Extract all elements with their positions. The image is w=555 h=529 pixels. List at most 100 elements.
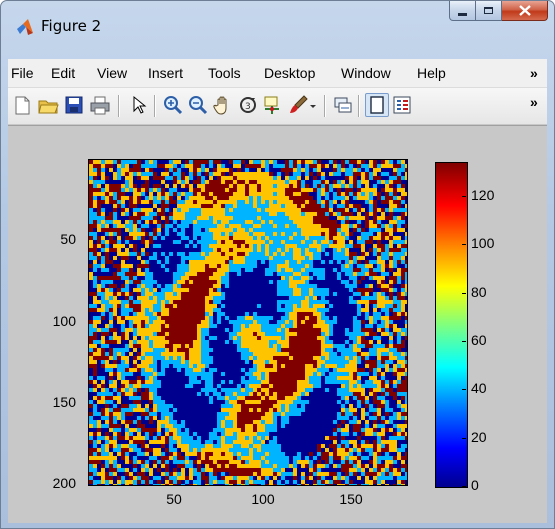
heatmap-cell [365, 344, 369, 348]
heatmap-cell [377, 292, 381, 296]
heatmap-cell [301, 296, 305, 300]
menu-overflow-chevron[interactable]: » [530, 65, 538, 81]
brush-icon[interactable] [287, 94, 309, 116]
heatmap-cell [393, 328, 397, 332]
heatmap-cell [365, 400, 369, 404]
heatmap-cell [97, 212, 101, 216]
heatmap-cell [337, 340, 341, 344]
heatmap-cell [213, 180, 217, 184]
heatmap-cell [249, 268, 253, 272]
heatmap-cell [321, 168, 325, 172]
heatmap-cell [161, 300, 165, 304]
heatmap-cell [345, 180, 349, 184]
rotate-3d-icon[interactable]: 3 [237, 94, 259, 116]
heatmap-cell [193, 244, 197, 248]
menu-view[interactable]: View [97, 65, 128, 81]
heatmap-cell [265, 320, 269, 324]
save-icon[interactable] [63, 94, 85, 116]
heatmap-cell [137, 308, 141, 312]
heatmap-cell [373, 348, 377, 352]
print-icon[interactable] [89, 94, 111, 116]
heatmap-cell [209, 376, 213, 380]
menu-desktop[interactable]: Desktop [264, 65, 316, 81]
heatmap-cell [329, 348, 333, 352]
menu-file[interactable]: File [11, 65, 34, 81]
new-figure-icon[interactable] [11, 94, 33, 116]
open-file-icon[interactable] [37, 94, 59, 116]
toolbar-overflow-chevron[interactable]: » [530, 94, 538, 110]
heatmap-cell [357, 336, 361, 340]
brush-dropdown-icon[interactable] [308, 94, 318, 116]
heatmap-cell [401, 256, 405, 260]
heatmap-cell [245, 264, 249, 268]
heatmap-cell [169, 332, 173, 336]
menu-help[interactable]: Help [417, 65, 446, 81]
heatmap-cell [313, 276, 317, 280]
heatmap-cell [141, 372, 145, 376]
link-plot-icon[interactable] [332, 94, 354, 116]
heatmap-cell [149, 160, 153, 164]
heatmap-cell [325, 264, 329, 268]
heatmap-cell [385, 160, 389, 164]
heatmap-cell [405, 248, 407, 252]
heatmap-cell [361, 268, 365, 272]
pointer-icon[interactable] [127, 94, 149, 116]
hide-plot-tools-icon[interactable] [365, 93, 389, 117]
heatmap-cell [245, 164, 249, 168]
heatmap-cell [165, 204, 169, 208]
heatmap-cell [405, 260, 407, 264]
heatmap-cell [93, 328, 97, 332]
data-cursor-icon[interactable] [262, 94, 284, 116]
menu-insert[interactable]: Insert [148, 65, 184, 81]
heatmap-cell [253, 388, 257, 392]
heatmap-cell [193, 164, 197, 168]
heatmap-cell [125, 388, 129, 392]
heatmap-cell [397, 188, 401, 192]
heatmap-cell [349, 280, 353, 284]
heatmap-cell [285, 176, 289, 180]
heatmap-cell [169, 236, 173, 240]
heatmap-cell [177, 320, 181, 324]
heatmap-cell [341, 340, 345, 344]
heatmap-cell [405, 288, 407, 292]
heatmap-cell [313, 372, 317, 376]
heatmap-cell [213, 188, 217, 192]
menu-window[interactable]: Window [341, 65, 391, 81]
heatmap-cell [313, 244, 317, 248]
image-axes[interactable] [88, 159, 408, 486]
pan-hand-icon[interactable] [212, 94, 234, 116]
heatmap-cell [205, 264, 209, 268]
heatmap-cell [345, 300, 349, 304]
heatmap-cell [261, 224, 265, 228]
heatmap-cell [189, 204, 193, 208]
heatmap-cell [405, 348, 407, 352]
heatmap-cell [213, 304, 217, 308]
heatmap-cell [381, 308, 385, 312]
title-bar[interactable]: Figure 2 [1, 1, 554, 51]
menu-edit[interactable]: Edit [51, 65, 76, 81]
heatmap-cell [185, 264, 189, 268]
heatmap-cell [301, 344, 305, 348]
heatmap-cell [381, 328, 385, 332]
heatmap-cell [97, 256, 101, 260]
heatmap-cell [269, 252, 273, 256]
show-plot-tools-icon[interactable] [391, 94, 413, 116]
minimize-button[interactable] [449, 1, 476, 21]
heatmap-cell [333, 192, 337, 196]
heatmap-cell [193, 220, 197, 224]
menu-tools[interactable]: Tools [208, 65, 241, 81]
heatmap-cell [377, 232, 381, 236]
heatmap-cell [393, 308, 397, 312]
heatmap-cell [253, 260, 257, 264]
maximize-button[interactable] [476, 1, 502, 21]
heatmap-cell [293, 236, 297, 240]
heatmap-cell [329, 340, 333, 344]
heatmap-cell [185, 392, 189, 396]
close-button[interactable] [502, 1, 548, 21]
zoom-in-icon[interactable] [162, 94, 184, 116]
zoom-out-icon[interactable] [187, 94, 209, 116]
heatmap-cell [329, 280, 333, 284]
heatmap-cell [333, 360, 337, 364]
heatmap-cell [285, 220, 289, 224]
heatmap-cell [313, 392, 317, 396]
